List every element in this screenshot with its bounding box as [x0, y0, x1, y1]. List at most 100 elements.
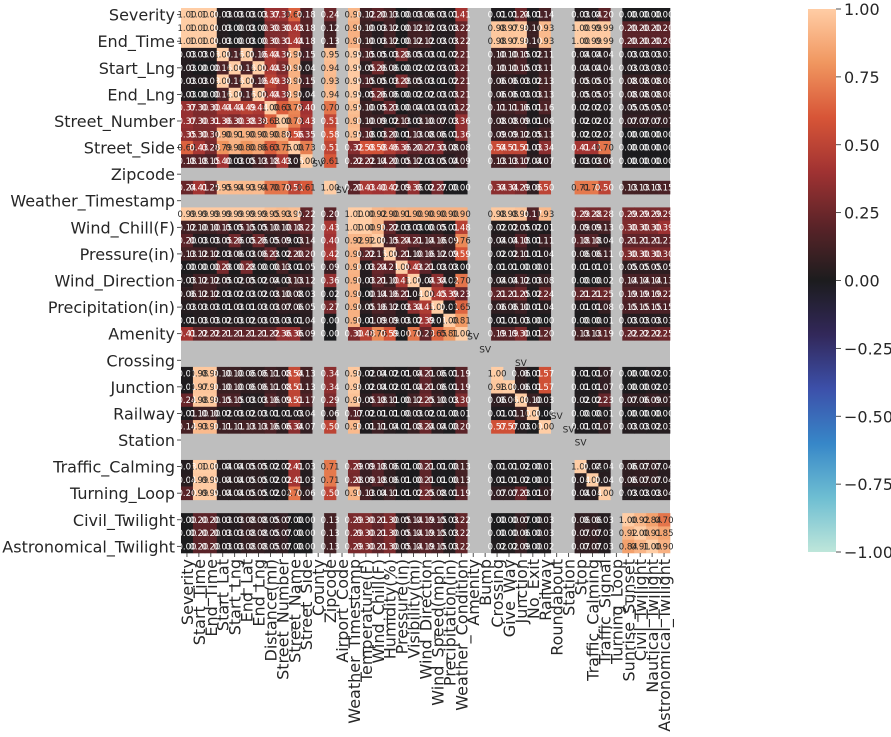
y-tick-label: Start_Lng: [99, 59, 175, 79]
heatmap-cell: [192, 87, 206, 102]
heatmap-cell: [514, 74, 528, 89]
cell-value: 0.00: [297, 542, 316, 552]
heatmap-cell: [276, 180, 289, 195]
heatmap-cell: [622, 47, 635, 62]
heatmap-cell: [574, 34, 587, 49]
heatmap-cell: [407, 220, 420, 235]
heatmap-cell: [371, 8, 385, 22]
heatmap-cell: [574, 114, 587, 128]
heatmap-cell: [181, 8, 194, 22]
heatmap-cell: [658, 101, 671, 115]
heatmap-cell: [192, 127, 206, 142]
heatmap-cell: [503, 127, 516, 142]
heatmap-cell: [288, 87, 301, 102]
heatmap-cell: [514, 114, 528, 128]
sv-label: SV: [467, 332, 480, 342]
heatmap-cell: [407, 140, 420, 155]
cell-value: 0.39: [655, 223, 674, 233]
heatmap-cell: [455, 101, 468, 115]
heatmap-cell: [288, 47, 301, 62]
heatmap-cell: [395, 114, 408, 128]
heatmap-cell: [359, 180, 373, 195]
cell-value: 0.59: [452, 250, 471, 260]
heatmap-cell: [574, 87, 587, 102]
heatmap-cell: [359, 140, 373, 155]
heatmap-cell: [395, 101, 408, 115]
heatmap-cell: [455, 180, 468, 195]
cell-value: 1.00: [595, 489, 614, 499]
heatmap-cell: [526, 114, 540, 128]
heatmap-cell: [347, 21, 361, 35]
heatmap-cell: [347, 207, 361, 221]
cell-value: 0.09: [297, 330, 316, 340]
heatmap-cell: [252, 154, 265, 168]
heatmap-cell: [431, 87, 444, 102]
heatmap-cell: [216, 140, 230, 155]
cell-value: 0.00: [655, 11, 674, 21]
heatmap-cell: [514, 180, 528, 195]
cell-value: 0.08: [535, 277, 554, 287]
heatmap-cell: [216, 114, 230, 128]
heatmap-cell: [324, 21, 337, 35]
heatmap-cell: [419, 127, 432, 142]
heatmap-cell: [216, 180, 230, 195]
heatmap-cell: [181, 220, 194, 235]
cell-value: 0.20: [321, 210, 340, 220]
heatmap-cell: [574, 180, 587, 195]
heatmap-cell: [228, 114, 241, 128]
heatmap-cell: [503, 180, 516, 195]
heatmap-cell: [181, 87, 194, 102]
cell-value: 0.29: [655, 210, 674, 220]
heatmap-cell: [622, 87, 635, 102]
cell-value: 0.01: [535, 223, 554, 233]
sv-label: SV: [312, 160, 325, 170]
heatmap-cell: [276, 127, 289, 142]
heatmap-cell: [359, 61, 373, 75]
heatmap-cell: [538, 21, 552, 35]
heatmap-cell: [240, 220, 253, 235]
cell-value: 0.05: [297, 303, 316, 313]
heatmap-cell: [288, 114, 301, 128]
colorbar-tick-label: 0.00: [844, 272, 880, 291]
heatmap-cell: [324, 47, 337, 62]
cell-value: 0.42: [321, 250, 340, 260]
y-tick-label: Traffic_Calming: [52, 458, 175, 478]
heatmap-cell: [658, 114, 671, 128]
heatmap-cell: [216, 47, 230, 62]
heatmap-cell: [324, 220, 337, 235]
heatmap-cell: [443, 74, 456, 89]
heatmap-cell: [586, 34, 599, 49]
heatmap-cell: [526, 74, 540, 89]
heatmap-cell: [264, 47, 277, 62]
heatmap-cell: [658, 8, 671, 22]
cell-value: 0.76: [452, 237, 471, 247]
heatmap-cell: [240, 74, 253, 89]
heatmap-cell: [264, 180, 277, 195]
heatmap-cell: [598, 154, 611, 168]
heatmap-cell: [431, 207, 444, 221]
cell-value: 0.19: [452, 383, 471, 393]
heatmap-cell: [526, 101, 540, 115]
heatmap-cell: [491, 61, 504, 75]
heatmap-cell: [383, 207, 396, 221]
heatmap-cell: [204, 34, 218, 49]
heatmap-cell: [503, 8, 516, 22]
heatmap-cell: [181, 74, 194, 89]
heatmap-cell: [371, 140, 385, 155]
heatmap-cell: [622, 34, 635, 49]
heatmap-cell: [443, 114, 456, 128]
heatmap-cell: [276, 8, 289, 22]
heatmap-cell: [204, 207, 218, 221]
heatmap-cell: [538, 140, 552, 155]
heatmap-cell: [204, 8, 218, 22]
heatmap-cell: [240, 87, 253, 102]
heatmap-cell: [419, 101, 432, 115]
heatmap-cell: [514, 207, 528, 221]
heatmap-cell: [264, 127, 277, 142]
cell-value: 0.13: [655, 277, 674, 287]
heatmap-cell: [491, 74, 504, 89]
heatmap-cell: [586, 61, 599, 75]
cell-value: 0.50: [321, 489, 340, 499]
cell-value: 0.22: [297, 210, 316, 220]
heatmap-cell: [252, 180, 265, 195]
